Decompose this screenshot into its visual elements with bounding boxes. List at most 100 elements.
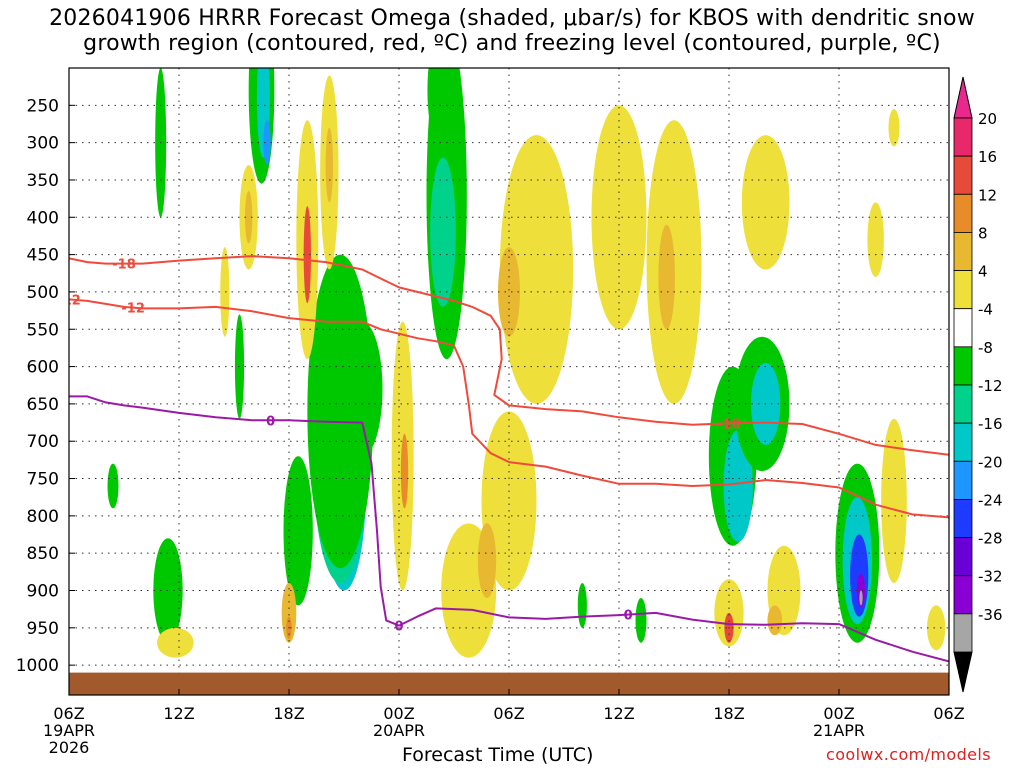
colorbar-label: 16 (978, 148, 997, 166)
colorbar-segment (953, 460, 973, 500)
x-tick-label: 06Z (53, 704, 84, 723)
omega-cell (303, 206, 312, 304)
x-tick-label: 06Z (933, 704, 964, 723)
colorbar-segment (953, 193, 973, 233)
omega-cell (498, 247, 520, 337)
gridlines (69, 68, 949, 695)
x-tick-label: 00Z (823, 704, 854, 723)
chart-title: 2026041906 HRRR Forecast Omega (shaded, … (0, 6, 1024, 56)
colorbar-label: 20 (978, 110, 997, 128)
colorbar-segment (953, 422, 973, 462)
dgz-contour-label: -12 (121, 302, 145, 317)
omega-cell (234, 314, 245, 419)
colorbar-label: -20 (978, 453, 1003, 471)
y-tick-label: 1000 (16, 656, 59, 676)
x-tick-label: 00Z (383, 704, 414, 723)
dgz-contour-label: -12 (57, 293, 81, 308)
colorbar-label: -28 (978, 530, 1003, 548)
omega-cell (283, 456, 313, 606)
y-tick-label: 950 (27, 619, 59, 639)
plot-area: -18 -18 -12 -12 0 0 0 (57, 68, 949, 695)
omega-cell (245, 191, 253, 244)
x-tick-label: 12Z (163, 704, 194, 723)
colorbar-segment (953, 308, 973, 348)
omega-cell (856, 573, 866, 608)
y-tick-label: 800 (27, 507, 59, 527)
omega-cell (859, 590, 863, 606)
omega-cell (577, 583, 587, 628)
credit-link[interactable]: coolwx.com/models (826, 745, 991, 764)
y-tick-label: 250 (27, 96, 59, 116)
colorbar-label: 4 (978, 263, 988, 281)
y-tick-label: 750 (27, 470, 59, 490)
omega-cell (430, 157, 456, 307)
colorbar-label: -24 (978, 491, 1003, 509)
x-tick-label: 12Z (603, 704, 634, 723)
x-axis-label: Forecast Time (UTC) (402, 744, 594, 766)
y-tick-label: 350 (27, 171, 59, 191)
omega-cell (220, 247, 230, 337)
dgz-contour (69, 255, 949, 456)
omega-cell (635, 597, 647, 643)
x-tick-date: 21APR (813, 721, 865, 740)
omega-cell (881, 418, 907, 584)
colorbar-top-triangle (953, 76, 973, 119)
colorbar-segment (953, 575, 973, 615)
y-axis: 250 300 350 400 450 500 550 600 650 700 750 800 850 9… (16, 96, 75, 676)
omega-cell (477, 523, 497, 598)
omega-cell (157, 627, 194, 658)
y-tick-label: 600 (27, 358, 59, 378)
x-tick-label: 18Z (713, 704, 744, 723)
colorbar-segment (953, 537, 973, 577)
freezing-level-contour (69, 395, 949, 663)
omega-cell (867, 202, 884, 277)
omega-cell (658, 224, 675, 330)
colorbar-label: 12 (978, 186, 997, 204)
omega-cell (427, 68, 444, 136)
omega-cell (107, 463, 119, 509)
dgz-contour-label: -18 (717, 417, 741, 432)
chart-title-line-1: 2026041906 HRRR Forecast Omega (shaded, … (49, 6, 975, 31)
omega-shading (107, 68, 946, 658)
y-tick-label: 550 (27, 320, 59, 340)
omega-cell (263, 120, 271, 166)
x-tick-date: 20APR (373, 721, 425, 740)
dgz-contour-label: -18 (112, 258, 136, 273)
contours: -18 -18 -12 -12 0 0 0 (57, 255, 949, 663)
colorbar-label: 8 (978, 224, 988, 242)
omega-cell (342, 321, 383, 457)
y-tick-label: 850 (27, 544, 59, 564)
colorbar-label: -16 (978, 415, 1003, 433)
y-tick-label: 700 (27, 432, 59, 452)
colorbar-segment (953, 613, 973, 653)
omega-cell (927, 605, 946, 651)
colorbar-segment (953, 232, 973, 271)
x-tick-date: 19APR (43, 721, 95, 740)
omega-cell (888, 109, 900, 147)
freezing-level-contour-label: 0 (394, 620, 403, 635)
freezing-level-contour-label: 0 (624, 609, 633, 624)
colorbar-label: -32 (978, 568, 1003, 586)
colorbar-label: -12 (978, 377, 1003, 395)
colorbar-segment (953, 155, 973, 195)
y-tick-label: 300 (27, 134, 59, 154)
freezing-level-contour-label: 0 (266, 414, 275, 429)
chart-title-line-2: growth region (contoured, red, ºC) and f… (83, 31, 941, 56)
colorbar-bottom-triangle (953, 651, 973, 693)
y-tick-label: 650 (27, 395, 59, 415)
dgz-contour (69, 298, 949, 519)
y-tick-label: 400 (27, 208, 59, 228)
y-tick-label: 450 (27, 246, 59, 266)
omega-cell (325, 127, 334, 203)
colorbar-label: -36 (978, 606, 1003, 624)
omega-cell (591, 105, 647, 330)
colorbar-segment (953, 270, 973, 310)
y-tick-label: 900 (27, 582, 59, 602)
omega-cell (499, 135, 574, 404)
omega-cell (400, 433, 409, 509)
omega-cell (767, 605, 783, 636)
x-tick-year: 2026 (49, 738, 90, 757)
x-tick-label: 06Z (493, 704, 524, 723)
